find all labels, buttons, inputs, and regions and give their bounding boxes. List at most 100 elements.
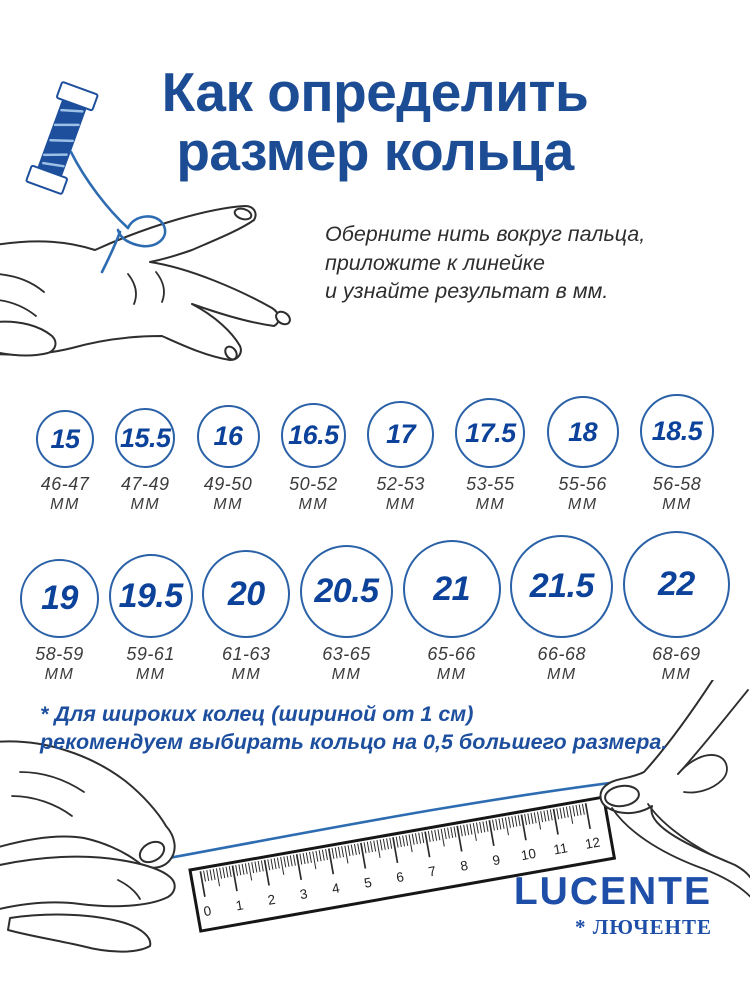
palm-crease — [127, 273, 137, 305]
spool-body — [38, 100, 86, 176]
ruler-number: 6 — [395, 869, 405, 885]
wide-ring-note-line: * Для широких колец (шириной от 1 см) — [40, 702, 474, 726]
ring-unit-label: ММ — [231, 665, 262, 683]
ring-circumference-range: 53-55 — [466, 474, 515, 494]
ring-circumference-range: 65-66 — [427, 644, 476, 664]
ring-circumference-range: 50-52 — [289, 474, 338, 494]
ring-circumference-range: 58-59 — [35, 644, 84, 664]
ring-unit-label: ММ — [662, 495, 692, 513]
thread-line — [69, 150, 167, 274]
page-title-line1: Как определить — [161, 60, 589, 123]
ring-size-item: 21.5 66-68 ММ — [510, 528, 614, 686]
ring-circle: 17.5 — [455, 398, 526, 468]
ring-circle-area: 19.5 — [108, 528, 193, 638]
ring-circle: 21 — [402, 540, 501, 638]
ring-size-item: 17 52-53 ММ — [367, 392, 435, 516]
right-thumbnail — [604, 784, 640, 808]
ring-circumference-range: 61-63 — [222, 644, 271, 664]
ruler-number: 2 — [267, 892, 277, 908]
ring-size-number: 17 — [386, 419, 416, 449]
ruler-number: 5 — [363, 875, 373, 891]
ring-size-item: 22 68-69 ММ — [622, 528, 730, 686]
ring-circle: 15 — [36, 410, 94, 468]
ring-circle: 18 — [546, 396, 619, 468]
ring-size-item: 15.5 47-49 ММ — [115, 392, 176, 516]
page-title: Как определить размер кольца — [0, 60, 750, 182]
brand-logo-text: LUCENTE — [513, 870, 712, 913]
ring-circumference-range: 46-47 — [40, 474, 90, 494]
ring-unit-label: ММ — [213, 495, 243, 513]
left-hand-outline — [0, 740, 176, 869]
ring-circle: 19.5 — [108, 554, 193, 638]
ruler-number: 10 — [520, 846, 537, 863]
hand-with-thread-illustration — [0, 81, 291, 361]
ruler-number: 11 — [552, 840, 568, 857]
instruction-line: приложите к линейке — [325, 250, 546, 275]
left-thumbnail — [138, 840, 166, 864]
brand-logo: LUCENTE * ЛЮЧЕНТЕ — [514, 872, 712, 940]
hand-with-thread-icon — [0, 205, 291, 361]
left-hand-icon — [0, 740, 176, 953]
ring-circle-area: 15.5 — [115, 392, 176, 468]
ring-circle-area: 18.5 — [639, 392, 714, 468]
ring-size-item: 19.5 59-61 ММ — [108, 528, 193, 686]
brand-logo-sublabel: * ЛЮЧЕНТЕ — [574, 915, 712, 939]
wide-ring-note: * Для широких колец (шириной от 1 см) ре… — [40, 700, 667, 757]
ring-circumference-range: 56-58 — [652, 474, 702, 494]
hand-outline — [0, 205, 280, 361]
ring-circle-area: 19 — [20, 528, 99, 638]
right-hand-bottom-contour — [611, 807, 750, 898]
ring-unit-label: ММ — [475, 495, 506, 513]
ring-circle-area: 15 — [36, 392, 94, 468]
thread-line — [156, 776, 652, 862]
ring-size-item: 18.5 56-58 ММ — [639, 392, 714, 516]
ring-size-item: 17.5 53-55 ММ — [455, 392, 526, 516]
ring-size-item: 16 49-50 ММ — [196, 392, 260, 516]
ring-size-item: 20.5 63-65 ММ — [299, 528, 393, 686]
ring-unit-label: ММ — [385, 495, 416, 513]
ring-unit-label: ММ — [546, 665, 577, 683]
wrist-crease — [0, 273, 45, 293]
ring-circle: 15.5 — [115, 408, 176, 468]
ruler-number: 4 — [331, 880, 341, 896]
left-lower-fingers — [7, 913, 152, 953]
ruler-number: 12 — [584, 834, 601, 851]
ring-circle-area: 21.5 — [510, 528, 614, 638]
ring-unit-label: ММ — [567, 495, 598, 513]
ring-circle-area: 17.5 — [455, 392, 526, 468]
ring-circle-area: 16.5 — [280, 392, 346, 468]
ring-unit-label: ММ — [436, 665, 467, 683]
ring-unit-label: ММ — [50, 495, 80, 513]
hands-ruler-illustration: 0 1 2 3 4 5 6 7 8 9 10 11 12 — [0, 680, 750, 953]
thread-spool-icon — [25, 81, 99, 195]
ruler-number: 1 — [235, 897, 245, 913]
ring-size-number: 18 — [568, 416, 598, 447]
ring-size-row-2: 19 58-59 ММ 19.5 59-61 ММ 20 61-63 ММ 20.5 63-65 ММ… — [0, 528, 750, 686]
ring-unit-label: ММ — [135, 665, 166, 683]
spool-thread-marks — [42, 108, 84, 168]
ring-circle: 16.5 — [280, 403, 346, 468]
ring-circle: 17 — [367, 401, 435, 468]
instruction-line: и узнайте результат в мм. — [325, 279, 609, 304]
ruler-number: 3 — [299, 886, 309, 902]
ring-circumference-range: 49-50 — [203, 474, 253, 494]
ring-circle-area: 22 — [622, 528, 730, 638]
ring-size-item: 20 61-63 ММ — [202, 528, 291, 686]
ring-size-item: 18 55-56 ММ — [546, 392, 619, 516]
ring-size-number: 19.5 — [118, 576, 184, 615]
spool-flange-top — [56, 81, 99, 112]
ring-circumference-range: 68-69 — [652, 644, 701, 664]
ring-circle: 18.5 — [639, 394, 714, 468]
instruction-line: Оберните нить вокруг пальца, — [325, 222, 646, 246]
ring-size-number: 16.5 — [288, 420, 339, 450]
ring-size-number: 15 — [50, 423, 80, 454]
ruler-number: 7 — [427, 863, 437, 879]
ruler-icon: 0 1 2 3 4 5 6 7 8 9 10 11 12 — [188, 795, 617, 933]
right-hand-outline — [599, 680, 750, 879]
ring-size-number: 20.5 — [314, 572, 379, 610]
left-hand-crease — [19, 771, 85, 793]
ring-circle-area: 18 — [546, 392, 619, 468]
ring-size-item: 16.5 50-52 ММ — [280, 392, 346, 516]
page-title-line2: размер кольца — [176, 119, 574, 182]
